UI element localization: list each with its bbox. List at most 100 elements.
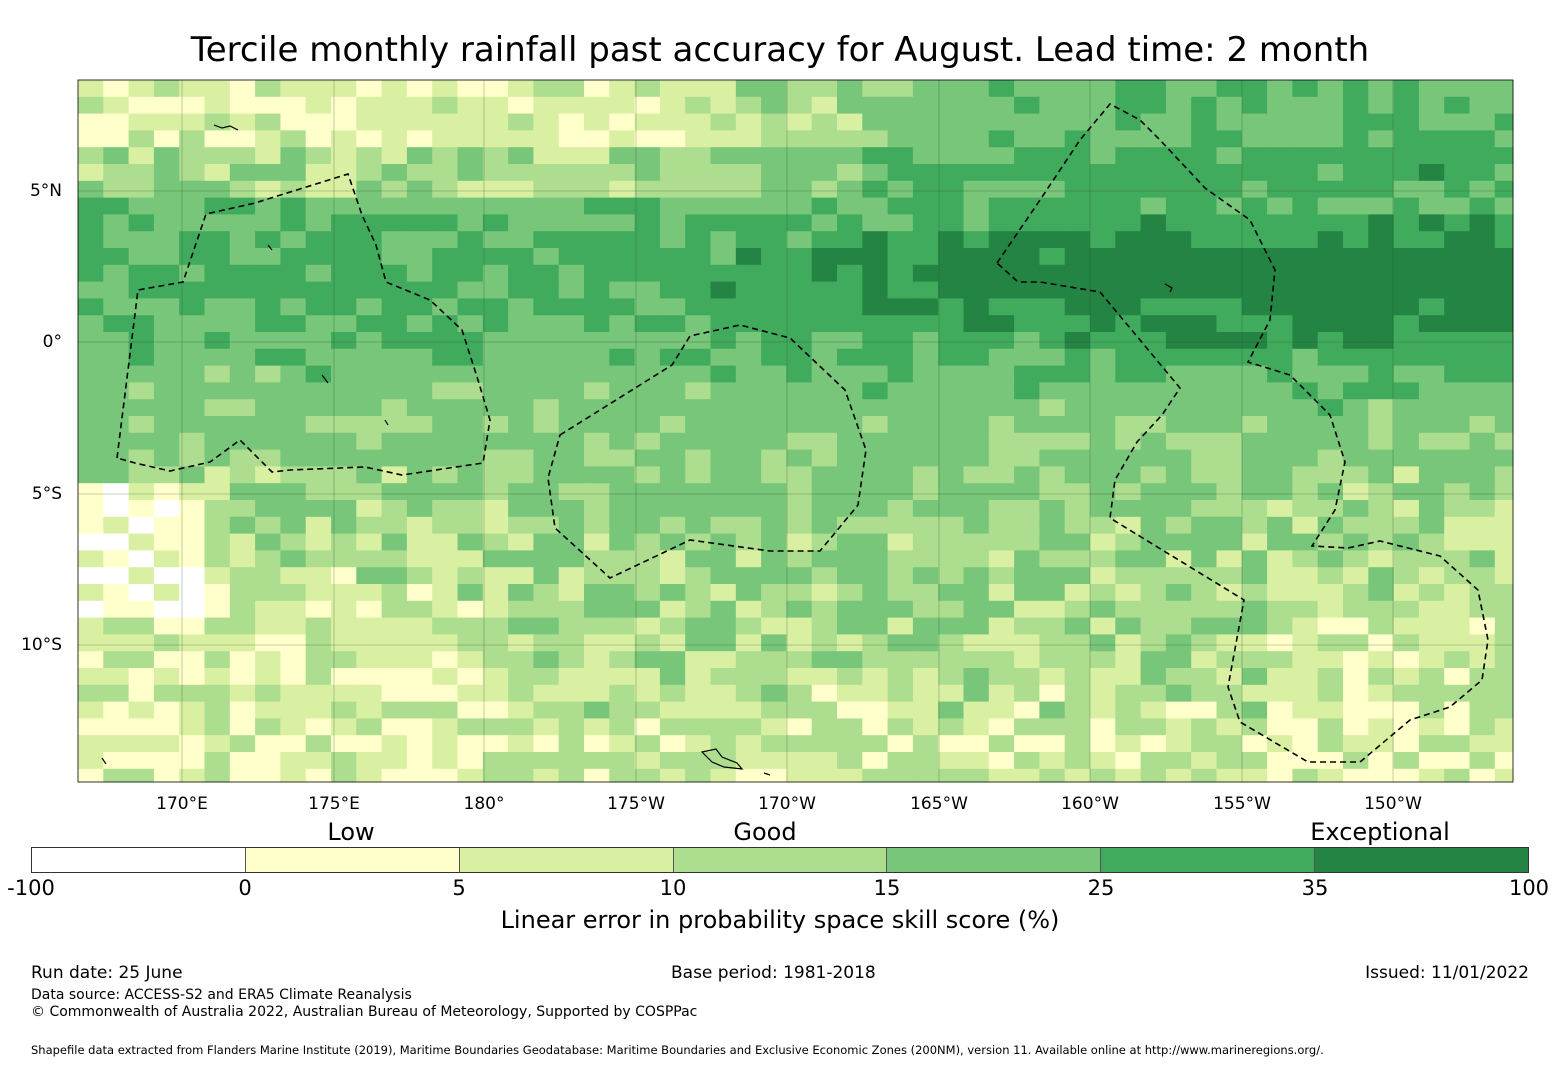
skill-cell xyxy=(1393,416,1420,434)
skill-cell xyxy=(938,584,964,602)
skill-cell xyxy=(1064,113,1091,131)
skill-cell xyxy=(1090,281,1116,299)
skill-cell xyxy=(1191,80,1217,98)
skill-cell xyxy=(533,735,560,753)
skill-cell xyxy=(1343,197,1369,215)
skill-cell xyxy=(1191,382,1217,400)
skill-cell xyxy=(685,164,711,182)
skill-cell xyxy=(482,264,509,283)
skill-cell xyxy=(988,600,1015,619)
skill-cell xyxy=(710,651,737,669)
skill-cell xyxy=(634,533,661,551)
skill-cell xyxy=(1444,231,1470,249)
colorbar-segment xyxy=(245,848,460,872)
skill-cell xyxy=(1393,399,1420,417)
skill-cell xyxy=(584,500,610,518)
skill-cell xyxy=(862,147,889,165)
skill-cell xyxy=(457,651,484,669)
skill-cell xyxy=(1418,718,1445,736)
colorbar-tick: 25 xyxy=(1087,876,1115,900)
skill-cell xyxy=(1393,584,1420,602)
skill-cell xyxy=(1317,264,1344,283)
skill-cell xyxy=(1469,735,1496,753)
skill-cell xyxy=(255,264,281,283)
skill-cell xyxy=(1469,768,1496,783)
skill-cell xyxy=(1317,281,1344,299)
skill-cell xyxy=(1241,668,1268,686)
skill-cell xyxy=(1216,567,1243,585)
skill-cell xyxy=(811,752,838,770)
skill-cell xyxy=(280,449,307,467)
skill-cell xyxy=(356,752,383,770)
skill-cell xyxy=(255,231,281,249)
skill-cell xyxy=(1393,130,1420,148)
skill-cell xyxy=(837,584,863,602)
skill-cell xyxy=(1216,399,1243,417)
skill-cell xyxy=(255,483,281,501)
skill-cell xyxy=(229,332,256,350)
skill-cell xyxy=(1191,584,1217,602)
skill-cell xyxy=(1216,264,1243,283)
skill-cell xyxy=(1393,365,1420,383)
skill-cell xyxy=(381,365,408,383)
skill-cell xyxy=(659,735,686,753)
skill-cell xyxy=(153,416,180,434)
skill-cell xyxy=(1393,483,1420,501)
skill-cell xyxy=(1064,550,1091,568)
skill-cell xyxy=(1064,718,1091,736)
skill-cell xyxy=(584,684,610,703)
skill-cell xyxy=(1191,600,1217,619)
skill-cell xyxy=(558,651,585,669)
skill-cell xyxy=(912,516,939,535)
skill-cell xyxy=(204,735,231,753)
skill-cell xyxy=(735,500,762,518)
skill-cell xyxy=(659,332,686,350)
skill-cell xyxy=(1241,500,1268,518)
skill-cell xyxy=(1317,164,1344,182)
skill-cell xyxy=(1494,147,1514,165)
skill-cell xyxy=(1014,197,1040,215)
skill-cell xyxy=(1494,651,1514,669)
skill-cell xyxy=(153,752,180,770)
skill-cell xyxy=(1343,567,1369,585)
skill-cell xyxy=(1267,617,1293,635)
skill-cell xyxy=(1444,348,1470,367)
skill-cell xyxy=(558,264,585,283)
skill-cell xyxy=(710,432,737,451)
skill-cell xyxy=(103,718,130,736)
skill-cell xyxy=(811,516,838,535)
skill-cell xyxy=(634,768,661,783)
skill-cell xyxy=(811,180,838,199)
skill-cell xyxy=(533,180,560,199)
skill-cell xyxy=(432,332,458,350)
skill-cell xyxy=(735,718,762,736)
skill-cell xyxy=(280,298,307,316)
skill-cell xyxy=(1140,399,1167,417)
skill-cell xyxy=(255,617,281,635)
skill-cell xyxy=(331,399,357,417)
skill-cell xyxy=(128,214,155,232)
skill-cell xyxy=(533,80,560,98)
skill-cell xyxy=(1241,567,1268,585)
skill-cell xyxy=(761,231,787,249)
skill-cell xyxy=(229,96,256,115)
skill-cell xyxy=(179,113,205,131)
skill-cell xyxy=(482,668,509,686)
skill-cell xyxy=(862,214,889,232)
skill-cell xyxy=(1444,651,1470,669)
skill-cell xyxy=(482,80,509,98)
skill-cell xyxy=(331,416,357,434)
skill-cell xyxy=(128,315,155,333)
skill-cell xyxy=(78,264,104,283)
skill-cell xyxy=(280,399,307,417)
skill-cell xyxy=(508,416,534,434)
skill-cell xyxy=(1368,248,1395,266)
skill-cell xyxy=(659,147,686,165)
skill-cell xyxy=(862,348,889,367)
skill-cell xyxy=(1418,735,1445,753)
skill-cell xyxy=(229,264,256,283)
skill-cell xyxy=(912,332,939,350)
skill-cell xyxy=(837,348,863,367)
skill-cell xyxy=(1317,147,1344,165)
skill-cell xyxy=(78,298,104,316)
